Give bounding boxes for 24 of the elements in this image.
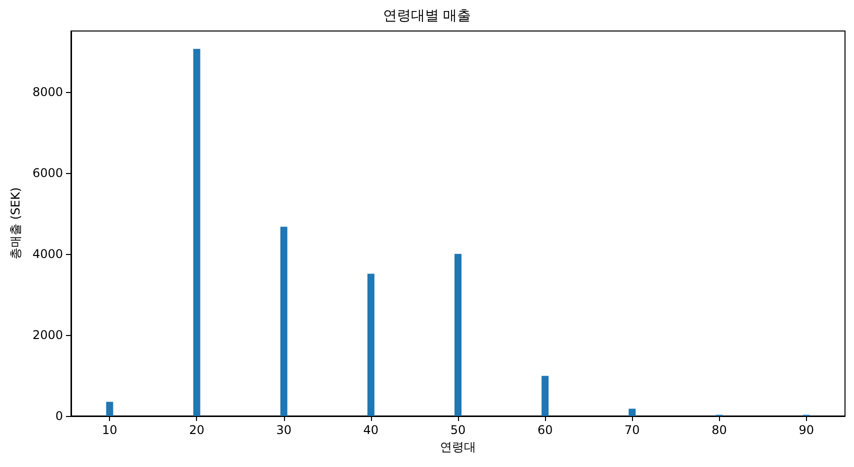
x-tick-label: 80 bbox=[712, 423, 727, 437]
bar bbox=[280, 226, 288, 416]
y-axis-title: 총매출 (SEK) bbox=[8, 187, 23, 260]
x-axis-title: 연령대 bbox=[440, 440, 476, 454]
bar bbox=[193, 48, 200, 416]
bar bbox=[106, 402, 114, 416]
x-tick-label: 50 bbox=[450, 423, 466, 437]
y-tick-label: 4000 bbox=[32, 246, 63, 261]
x-tick-label: 60 bbox=[537, 423, 553, 437]
x-tick-label: 70 bbox=[624, 423, 640, 437]
x-tick-label: 90 bbox=[798, 423, 814, 437]
bar bbox=[542, 376, 549, 416]
y-tick-label: 6000 bbox=[32, 166, 63, 180]
bar bbox=[628, 408, 636, 416]
x-tick-label: 10 bbox=[102, 423, 118, 437]
x-tick-label: 40 bbox=[363, 423, 379, 437]
bar bbox=[454, 254, 462, 416]
x-tick-label: 20 bbox=[189, 423, 204, 437]
bar bbox=[367, 274, 374, 416]
y-tick-label: 8000 bbox=[32, 84, 63, 99]
y-tick-label: 2000 bbox=[32, 328, 63, 342]
chart-title: 연령대별 매출 bbox=[382, 8, 472, 24]
x-tick-label: 30 bbox=[276, 423, 292, 437]
y-tick-label: 0 bbox=[55, 409, 63, 423]
